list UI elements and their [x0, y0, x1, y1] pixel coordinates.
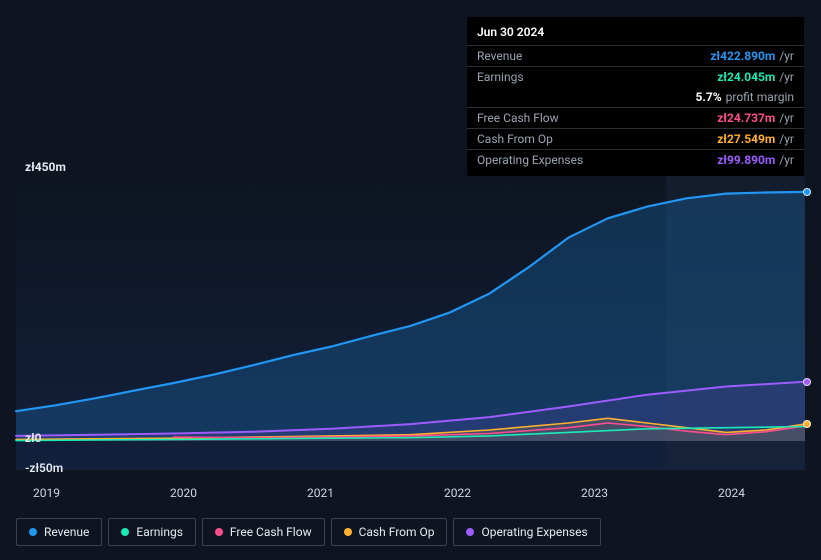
x-tick-label: 2019: [33, 486, 60, 500]
legend-label: Cash From Op: [359, 525, 435, 539]
x-tick-label: 2024: [718, 486, 745, 500]
legend-dot-icon: [215, 528, 223, 536]
legend-label: Free Cash Flow: [230, 525, 312, 539]
legend: Revenue Earnings Free Cash Flow Cash From O…: [16, 518, 601, 546]
series-marker-operating_expenses: [803, 378, 811, 386]
x-tick-label: 2021: [307, 486, 334, 500]
x-tick-label: 2022: [444, 486, 471, 500]
legend-item-free_cash_flow[interactable]: Free Cash Flow: [202, 518, 325, 546]
y-tick-label: -zł50m: [25, 461, 63, 475]
legend-item-earnings[interactable]: Earnings: [108, 518, 196, 546]
legend-item-operating_expenses[interactable]: Operating Expenses: [453, 518, 600, 546]
legend-dot-icon: [29, 528, 37, 536]
series-marker-revenue: [803, 188, 811, 196]
legend-label: Operating Expenses: [481, 525, 587, 539]
y-tick-label: zł450m: [25, 160, 66, 174]
legend-item-revenue[interactable]: Revenue: [16, 518, 102, 546]
legend-item-cash_from_op[interactable]: Cash From Op: [331, 518, 448, 546]
series-marker-cash_from_op: [803, 420, 811, 428]
legend-dot-icon: [344, 528, 352, 536]
chart-container: { "background_color": "#0e1521", "chart"…: [0, 0, 821, 560]
x-tick-label: 2020: [170, 486, 197, 500]
legend-dot-icon: [466, 528, 474, 536]
legend-label: Earnings: [136, 525, 183, 539]
line-area-chart: [0, 0, 821, 560]
legend-dot-icon: [121, 528, 129, 536]
legend-label: Revenue: [44, 525, 89, 539]
y-tick-label: zł0: [25, 431, 42, 445]
x-tick-label: 2023: [581, 486, 608, 500]
